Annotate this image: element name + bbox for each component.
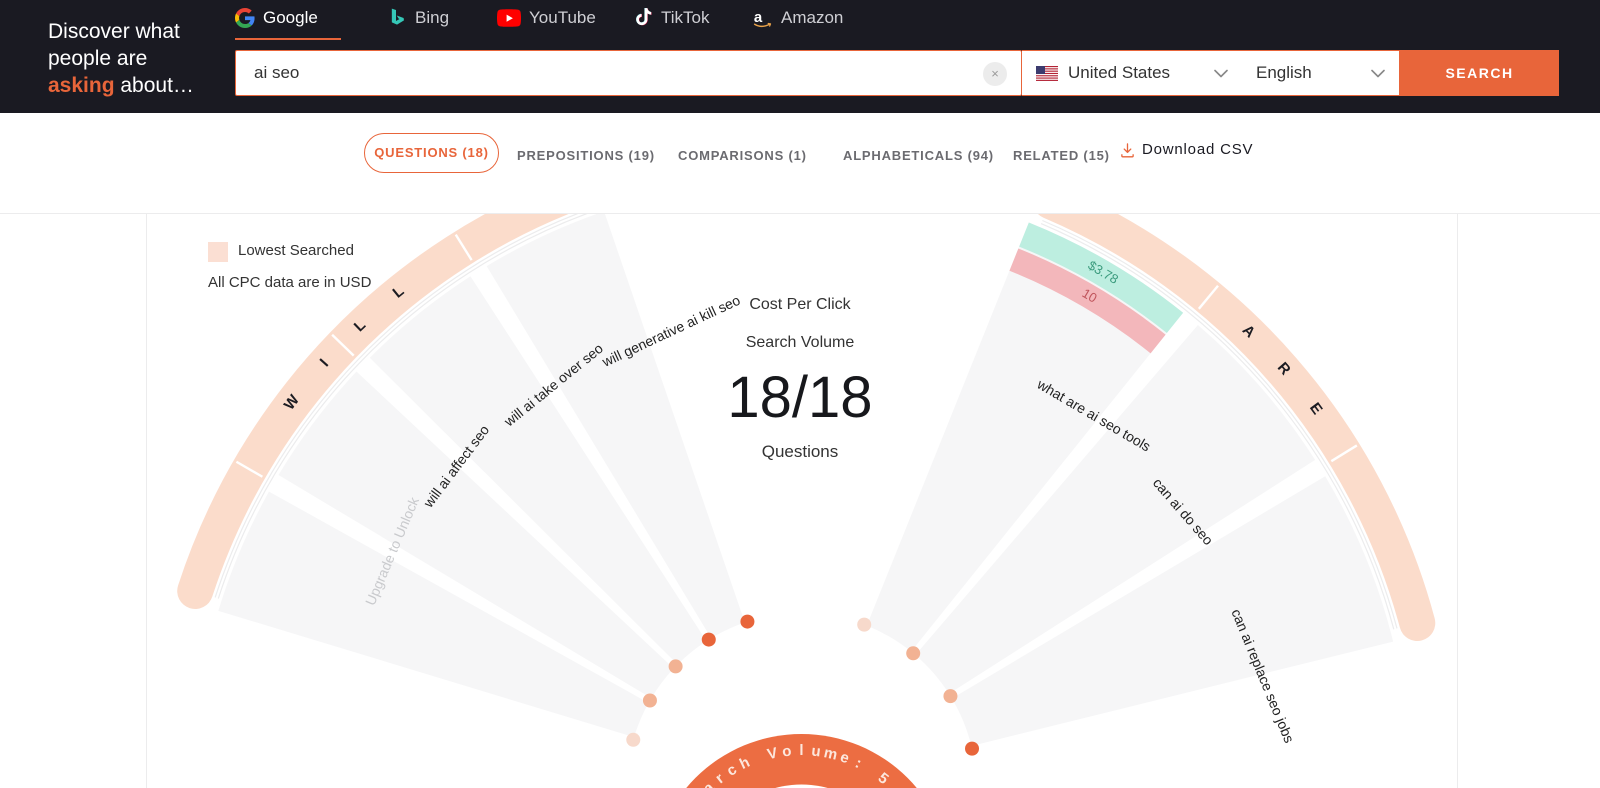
- svg-text:a: a: [754, 9, 763, 26]
- svg-text:o: o: [781, 743, 792, 761]
- svg-text:u: u: [811, 743, 822, 761]
- svg-text:l: l: [799, 742, 803, 759]
